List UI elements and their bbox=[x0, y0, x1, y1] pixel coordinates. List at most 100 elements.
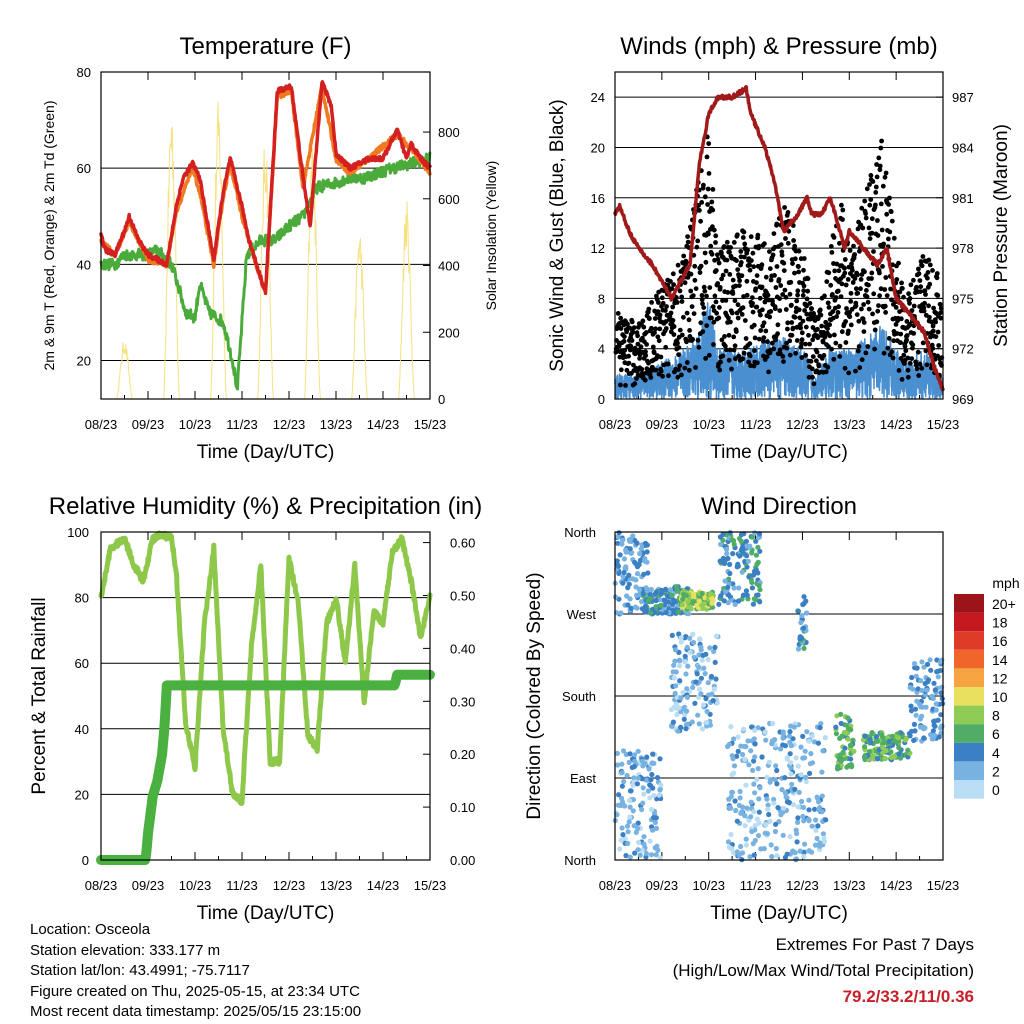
direction-point bbox=[651, 792, 657, 799]
direction-point bbox=[774, 781, 780, 787]
gust-point bbox=[746, 359, 751, 365]
direction-point bbox=[682, 653, 688, 659]
direction-point bbox=[639, 806, 645, 813]
gust-point bbox=[861, 329, 867, 334]
direction-point bbox=[763, 822, 769, 828]
direction-point bbox=[647, 795, 653, 801]
direction-point bbox=[913, 673, 919, 679]
direction-point bbox=[673, 683, 679, 689]
gust-point bbox=[715, 281, 721, 286]
direction-point bbox=[815, 823, 821, 829]
direction-point bbox=[680, 690, 686, 696]
extremes-box: Extremes For Past 7 Days (High/Low/Max W… bbox=[673, 932, 974, 1010]
gust-point bbox=[911, 303, 917, 309]
direction-ylabel: Direction (Colored By Speed) bbox=[524, 572, 545, 819]
gust-point bbox=[684, 310, 690, 316]
gust-point bbox=[837, 240, 842, 246]
direction-point bbox=[918, 704, 924, 710]
temperature-ylabel: 2m & 9m T (Red, Orange) & 2m Td (Green) bbox=[41, 101, 57, 371]
gust-point bbox=[938, 305, 944, 311]
direction-point bbox=[749, 579, 755, 586]
gust-point bbox=[899, 280, 904, 286]
direction-point bbox=[797, 848, 803, 854]
direction-point bbox=[919, 687, 925, 694]
gust-point bbox=[650, 344, 656, 350]
gust-point bbox=[751, 322, 757, 328]
gust-point bbox=[918, 289, 923, 294]
direction-point bbox=[683, 671, 689, 677]
gust-point bbox=[853, 303, 859, 309]
gust-point bbox=[749, 295, 755, 300]
direction-point bbox=[672, 647, 679, 653]
direction-point bbox=[933, 707, 939, 713]
gust-point bbox=[759, 262, 765, 268]
direction-point bbox=[780, 731, 786, 737]
direction-point bbox=[627, 814, 633, 820]
gust-point bbox=[766, 369, 771, 375]
gust-point bbox=[897, 289, 903, 295]
gust-point bbox=[907, 361, 913, 366]
gust-point bbox=[927, 281, 933, 287]
gust-point bbox=[838, 294, 844, 299]
direction-point bbox=[616, 530, 622, 536]
direction-point bbox=[736, 598, 742, 604]
direction-point bbox=[845, 736, 851, 742]
gust-point bbox=[733, 329, 739, 334]
direction-point bbox=[694, 671, 700, 677]
gust-point bbox=[653, 367, 659, 373]
gust-point bbox=[850, 280, 856, 285]
direction-point bbox=[931, 718, 937, 725]
gust-point bbox=[776, 277, 782, 282]
gust-point bbox=[891, 235, 897, 241]
gust-point bbox=[852, 252, 857, 257]
gust-point bbox=[781, 268, 787, 273]
direction-point bbox=[792, 786, 798, 792]
gust-point bbox=[767, 314, 773, 320]
gust-point bbox=[918, 259, 924, 264]
gust-point bbox=[747, 353, 753, 359]
direction-point bbox=[817, 725, 823, 731]
gust-point bbox=[722, 343, 728, 349]
direction-point bbox=[727, 530, 733, 536]
legend-label: 18 bbox=[992, 615, 1008, 631]
gust-point bbox=[836, 268, 842, 274]
direction-point bbox=[676, 663, 683, 669]
direction-point bbox=[711, 686, 717, 692]
direction-point bbox=[699, 726, 706, 732]
direction-point bbox=[620, 580, 626, 586]
gust-point bbox=[635, 341, 641, 347]
direction-point bbox=[707, 591, 713, 597]
gust-point bbox=[879, 138, 884, 144]
gust-point bbox=[685, 239, 691, 245]
direction-point bbox=[848, 762, 854, 768]
extremes-title: Extremes For Past 7 Days bbox=[775, 935, 974, 954]
gust-point bbox=[864, 186, 870, 192]
direction-point bbox=[780, 832, 786, 838]
direction-point bbox=[889, 733, 896, 739]
winds-panel: Winds (mph) & Pressure (mb) Time (Day/UTC… bbox=[547, 33, 1012, 463]
direction-point bbox=[690, 631, 696, 637]
direction-point bbox=[842, 745, 848, 751]
direction-point bbox=[751, 781, 757, 787]
gust-point bbox=[665, 361, 671, 367]
direction-point bbox=[737, 788, 743, 795]
gust-point bbox=[616, 343, 622, 349]
gust-point bbox=[677, 288, 683, 294]
legend-label: 20+ bbox=[992, 596, 1016, 612]
direction-point bbox=[799, 613, 805, 619]
gust-point bbox=[688, 271, 694, 277]
direction-point bbox=[657, 786, 664, 792]
gust-point bbox=[726, 315, 731, 321]
direction-point bbox=[914, 665, 920, 671]
direction-point bbox=[751, 809, 757, 815]
gust-point bbox=[845, 277, 851, 282]
direction-point bbox=[862, 753, 868, 759]
direction-point bbox=[658, 591, 664, 597]
humidity-ytick-label: 0 bbox=[82, 853, 89, 868]
gust-point bbox=[881, 350, 887, 356]
gust-point bbox=[711, 319, 717, 325]
direction-point bbox=[756, 583, 762, 589]
direction-point bbox=[773, 821, 779, 827]
gust-point bbox=[764, 354, 770, 360]
direction-point bbox=[617, 846, 623, 852]
